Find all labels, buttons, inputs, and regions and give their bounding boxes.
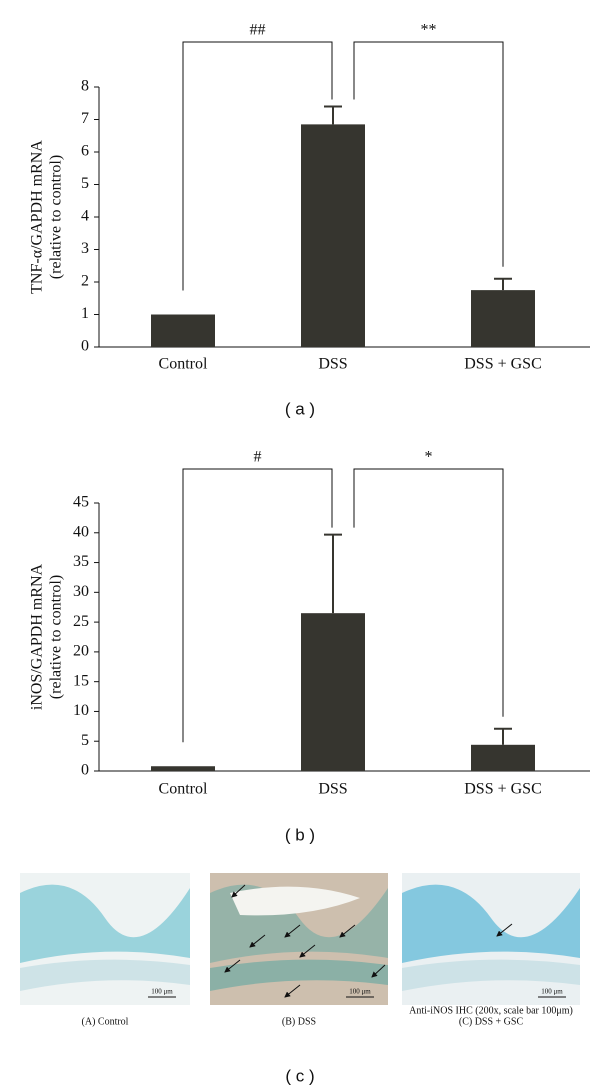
arrow — [339, 924, 356, 938]
bar — [471, 290, 535, 347]
image-caption: (C) DSS + GSC — [459, 1016, 524, 1027]
y-tick-label: 0 — [81, 762, 89, 779]
y-axis-label: iNOS/GAPDH mRNA — [29, 563, 46, 710]
y-axis-label: (relative to control) — [48, 575, 65, 699]
error-bar — [324, 533, 342, 614]
micrograph: 100 μm — [20, 873, 190, 1005]
tissue — [20, 884, 190, 963]
tissue-layer — [210, 959, 388, 991]
image-caption: (B) DSS — [282, 1016, 316, 1027]
y-tick-label: 20 — [73, 643, 89, 660]
y-tick-label: 45 — [73, 494, 89, 511]
significance-label: ** — [421, 22, 437, 39]
panel-label: ( c ) — [285, 1066, 314, 1085]
arrow — [284, 984, 301, 998]
y-tick-label: 0 — [81, 338, 89, 355]
significance-label: * — [425, 449, 433, 466]
scale-label: 100 μm — [151, 988, 173, 996]
scale-label: 100 μm — [541, 988, 563, 996]
y-tick-label: 15 — [73, 672, 89, 689]
tissue-layer — [402, 959, 580, 991]
arrow — [224, 959, 241, 973]
arrow — [299, 944, 316, 958]
bar — [151, 314, 215, 347]
bar — [301, 613, 365, 771]
significance-bracket — [353, 468, 504, 717]
x-tick-label: DSS + GSC — [464, 356, 542, 373]
y-tick-label: 2 — [81, 273, 89, 290]
tissue-layer — [20, 959, 190, 991]
panel-label: ( a ) — [285, 399, 315, 418]
y-axis-label: TNF-α/GAPDH mRNA — [29, 140, 46, 294]
tissue — [402, 884, 580, 963]
x-tick-label: Control — [159, 781, 208, 798]
y-tick-label: 40 — [73, 523, 89, 540]
y-tick-label: 6 — [81, 143, 89, 160]
error-bar — [494, 727, 512, 745]
y-tick-label: 1 — [81, 305, 89, 322]
y-tick-label: 25 — [73, 613, 89, 630]
y-tick-label: 30 — [73, 583, 89, 600]
scale-label: 100 μm — [349, 988, 371, 996]
bar — [151, 766, 215, 771]
significance-bracket — [353, 41, 504, 267]
x-tick-label: DSS — [318, 781, 347, 798]
arrow — [231, 884, 246, 898]
arrow — [284, 924, 301, 938]
error-bar — [494, 277, 512, 291]
significance-label: ## — [250, 22, 266, 39]
arrow — [249, 934, 266, 948]
significance-label: # — [254, 449, 262, 466]
tissue-gap — [230, 886, 360, 916]
x-tick-label: DSS + GSC — [464, 781, 542, 798]
y-tick-label: 10 — [73, 702, 89, 719]
arrow — [371, 964, 386, 978]
significance-bracket — [182, 468, 333, 743]
significance-bracket — [182, 41, 333, 291]
y-axis-label: (relative to control) — [48, 155, 65, 279]
y-tick-label: 5 — [81, 732, 89, 749]
y-tick-label: 4 — [81, 208, 89, 225]
error-bar — [324, 105, 342, 125]
y-tick-label: 7 — [81, 110, 89, 127]
micrograph: 100 μm — [402, 873, 580, 1005]
y-tick-label: 8 — [81, 78, 89, 95]
image-caption: (A) Control — [82, 1016, 129, 1027]
y-tick-label: 3 — [81, 240, 89, 257]
y-tick-label: 35 — [73, 553, 89, 570]
y-tick-label: 5 — [81, 175, 89, 192]
panel-label: ( b ) — [285, 825, 315, 844]
arrow — [496, 923, 513, 937]
micrograph: 100 μm — [210, 873, 388, 1005]
image-note: Anti-iNOS IHC (200x, scale bar 100μm) — [409, 1005, 573, 1016]
bar — [301, 124, 365, 347]
bar — [471, 744, 535, 771]
x-tick-label: Control — [159, 356, 208, 373]
x-tick-label: DSS — [318, 356, 347, 373]
